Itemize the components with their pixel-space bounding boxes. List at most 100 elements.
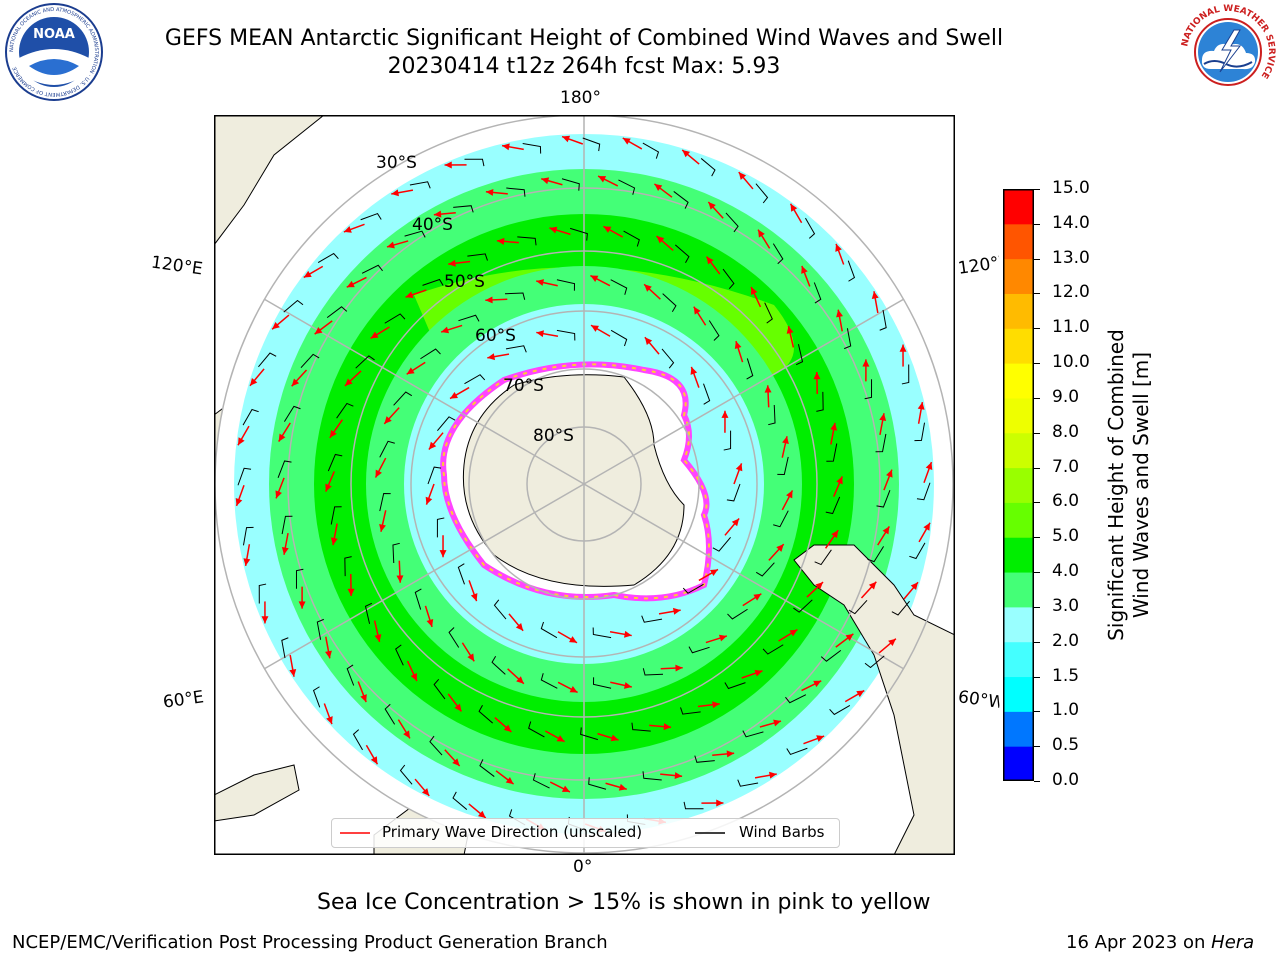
wind-barb (623, 230, 640, 247)
wind-barb (848, 600, 868, 615)
wave-arrow-head (654, 183, 663, 192)
wave-arrow-head (773, 719, 782, 727)
wind-barb (726, 483, 741, 502)
wave-arrow-head (370, 756, 378, 765)
colorbar-cell (1003, 223, 1034, 260)
wave-arrow-head (836, 309, 843, 318)
colorbar-tick-label: 4.0 (1052, 561, 1080, 582)
wind-barb (742, 730, 764, 738)
wind-barb (661, 348, 675, 369)
colorbar-tick-label: 2.0 (1052, 630, 1080, 651)
wave-arrow-head (403, 730, 410, 739)
chart-subtitle: 20230414 t12z 264h fcst Max: 5.93 (387, 54, 781, 79)
lat-label-40s: 40°S (412, 215, 453, 235)
wave-arrow-head (289, 669, 297, 677)
wind-barb (283, 405, 301, 422)
wave-arrow-head (298, 601, 306, 609)
colorbar-tick-label: 6.0 (1052, 491, 1080, 512)
wave-arrow-head (406, 367, 415, 375)
wind-barb (737, 779, 759, 787)
wind-barb (464, 374, 486, 385)
wave-arrow-head (879, 413, 887, 422)
wave-arrow-head (505, 776, 514, 785)
wind-barb (300, 353, 320, 368)
wind-barb (844, 328, 852, 350)
wave-arrow-head (326, 716, 333, 725)
wind-barb (785, 694, 807, 704)
wave-arrow-head (454, 703, 462, 712)
wave-arrow-head (375, 469, 382, 478)
wind-barb (532, 773, 550, 789)
wind-barb (724, 682, 746, 690)
wind-barb (330, 506, 342, 525)
colorbar-tick-label: 14.0 (1052, 212, 1090, 233)
colorbar-tick-mark (1034, 328, 1040, 330)
map-panel: 30°S 40°S 50°S 60°S 70°S 80°S (214, 115, 955, 855)
wind-barb (569, 227, 588, 241)
wave-arrow-head (758, 229, 765, 238)
wind-barb (764, 302, 773, 324)
lon-label-120w: 120°W (956, 253, 1002, 279)
wave-arrow-head (835, 243, 842, 252)
colorbar-label-line1: Significant Height of Combined (1104, 329, 1128, 641)
wind-barb (708, 320, 720, 341)
wind-barb (694, 755, 715, 763)
colorbar-cell (1003, 502, 1034, 538)
wave-arrow-head (886, 469, 893, 478)
wave-arrow-head (690, 366, 698, 375)
lat-label-60s: 60°S (475, 326, 516, 346)
wave-arrow-head (789, 629, 798, 637)
wind-barb (909, 542, 926, 560)
wave-arrow-head (347, 588, 355, 597)
wave-arrow-head (485, 188, 494, 196)
wave-arrow-head (786, 490, 793, 499)
wind-barb (723, 430, 732, 451)
wind-barb (395, 644, 404, 666)
map-frame (214, 115, 955, 855)
wind-barb (768, 404, 776, 426)
wave-arrow-head (536, 279, 545, 286)
legend-wave-direction: Primary Wave Direction (unscaled) (382, 823, 643, 841)
colorbar-tick-mark (1034, 711, 1040, 713)
wave-arrow-head (721, 410, 729, 418)
colorbar-tick-label: 0.0 (1052, 770, 1080, 790)
lon-label-60w: 60°W (956, 687, 1002, 713)
colorbar-label-line2: Wind Waves and Swell [m] (1129, 351, 1153, 619)
antarctica-land (462, 374, 685, 587)
wave-arrow-head (502, 143, 510, 151)
colorbar-tick-mark (1034, 397, 1040, 399)
wave-arrow-head (862, 359, 870, 367)
wind-barb (464, 158, 485, 167)
colorbar-tick-mark (1034, 606, 1040, 608)
wind-barb (786, 747, 808, 756)
wind-barb (504, 292, 526, 300)
wind-barb (316, 618, 324, 640)
wind-barb (453, 205, 474, 213)
wave-arrow-head (815, 582, 824, 590)
wave-arrow-head (672, 607, 681, 615)
wave-arrow-head (769, 771, 777, 779)
lat-label-80s: 80°S (533, 426, 574, 446)
colorbar-tick-label: 13.0 (1052, 247, 1090, 268)
wave-direction-swatch (340, 832, 370, 834)
wind-barb (610, 279, 628, 295)
wind-barb (727, 608, 748, 620)
wave-arrow-head (709, 569, 718, 577)
wave-arrow-head (477, 810, 486, 819)
lon-label-120e: 120°E (149, 252, 204, 280)
wind-barb (814, 549, 832, 566)
wind-barb (631, 722, 651, 732)
wave-arrow-head (516, 676, 524, 684)
wind-barb-swatch (695, 832, 725, 834)
wind-barb (641, 615, 663, 623)
wave-arrow-head (344, 378, 353, 386)
colorbar-cell (1003, 363, 1034, 399)
footer-host: Hera (1211, 932, 1255, 953)
wind-barb (457, 563, 465, 585)
wave-arrow-head (753, 593, 762, 601)
wind-barb (436, 517, 445, 538)
wave-arrow-head (379, 523, 386, 532)
wave-arrow-head (845, 633, 854, 641)
wind-barb (642, 771, 662, 781)
wind-barb (355, 355, 375, 369)
